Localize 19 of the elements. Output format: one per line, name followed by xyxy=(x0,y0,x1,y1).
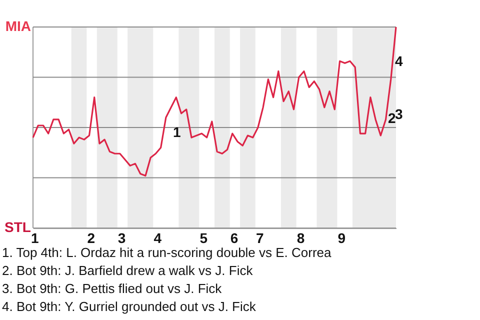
annotation: 1 xyxy=(173,124,181,140)
x-tick-label: 9 xyxy=(338,230,346,246)
text: 2. Bot 9th: J. Barfield drew a walk vs J. Fick xyxy=(2,263,254,278)
x-tick-label: 6 xyxy=(230,230,238,246)
annotation: 4 xyxy=(395,53,403,69)
x-tick-label: 1 xyxy=(31,230,39,246)
x-tick-label: 5 xyxy=(200,230,208,246)
x-tick-label: 8 xyxy=(296,230,305,246)
text: MIA xyxy=(5,18,31,34)
x-tick-label: 3 xyxy=(118,230,126,246)
text: 3. Bot 9th: G. Pettis flied out vs J. Fick xyxy=(2,281,222,296)
annotation: 3 xyxy=(395,106,403,122)
x-tick-label: 4 xyxy=(154,230,162,246)
x-tick-label: 2 xyxy=(87,230,96,246)
text: 1. Top 4th: L. Ordaz hit a run-scoring double vs E. Correa xyxy=(2,245,332,260)
text: 4. Bot 9th: Y. Gurriel grounded out vs J. Fick xyxy=(2,299,256,314)
text: STL xyxy=(4,219,32,235)
x-tick-label: 7 xyxy=(256,230,264,246)
annotation: 2 xyxy=(388,110,396,126)
